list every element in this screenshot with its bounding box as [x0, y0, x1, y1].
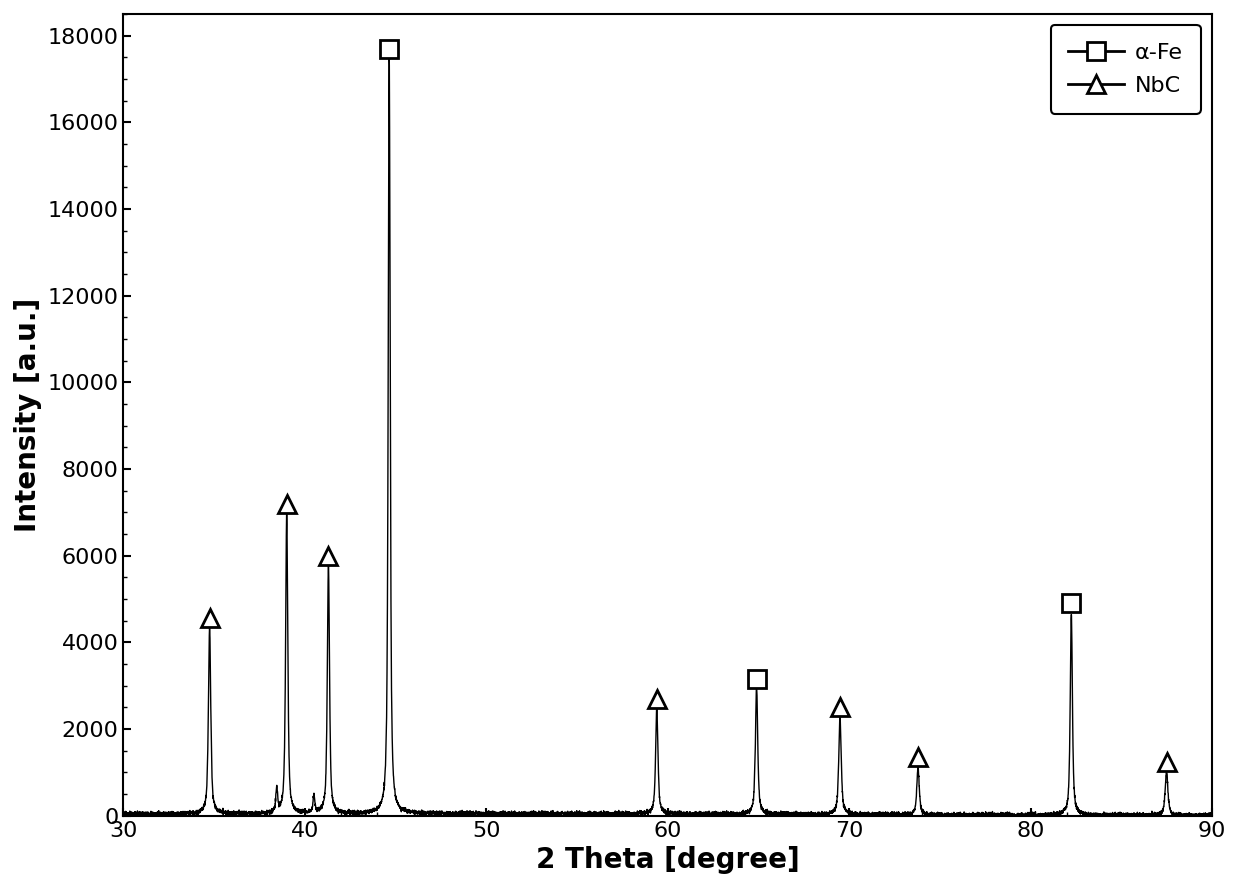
Y-axis label: Intensity [a.u.]: Intensity [a.u.] — [14, 297, 42, 532]
Legend: α-Fe, NbC: α-Fe, NbC — [1050, 25, 1200, 114]
X-axis label: 2 Theta [degree]: 2 Theta [degree] — [536, 846, 800, 874]
